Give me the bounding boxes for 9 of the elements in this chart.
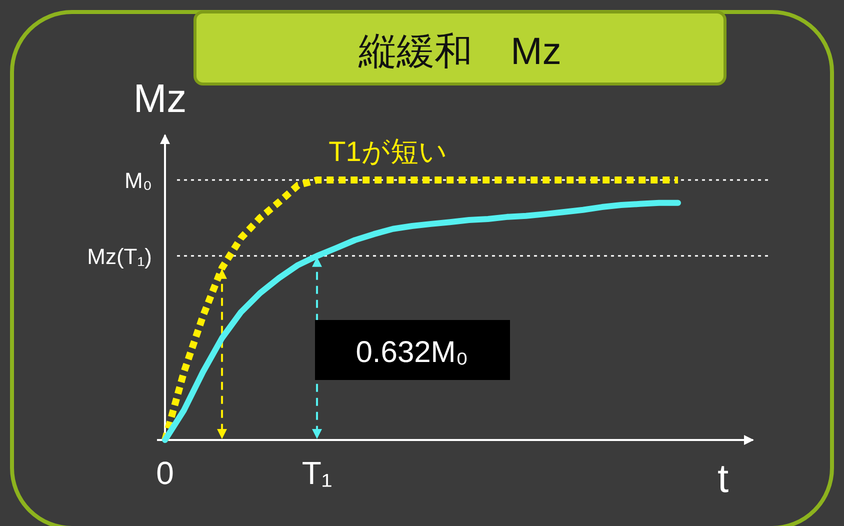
series-name: T1が短い bbox=[328, 136, 448, 168]
title: 縦緩和 Mz bbox=[358, 31, 562, 73]
annotation: 0.632M₀ bbox=[356, 336, 468, 369]
ylabel: Mz bbox=[133, 77, 187, 121]
xlabel: t bbox=[717, 457, 729, 501]
xtick: T₁ bbox=[302, 455, 332, 491]
xtick: 0 bbox=[156, 455, 174, 491]
ref-label: Mz(T₁) bbox=[87, 244, 152, 269]
ref-label: M₀ bbox=[124, 168, 152, 193]
